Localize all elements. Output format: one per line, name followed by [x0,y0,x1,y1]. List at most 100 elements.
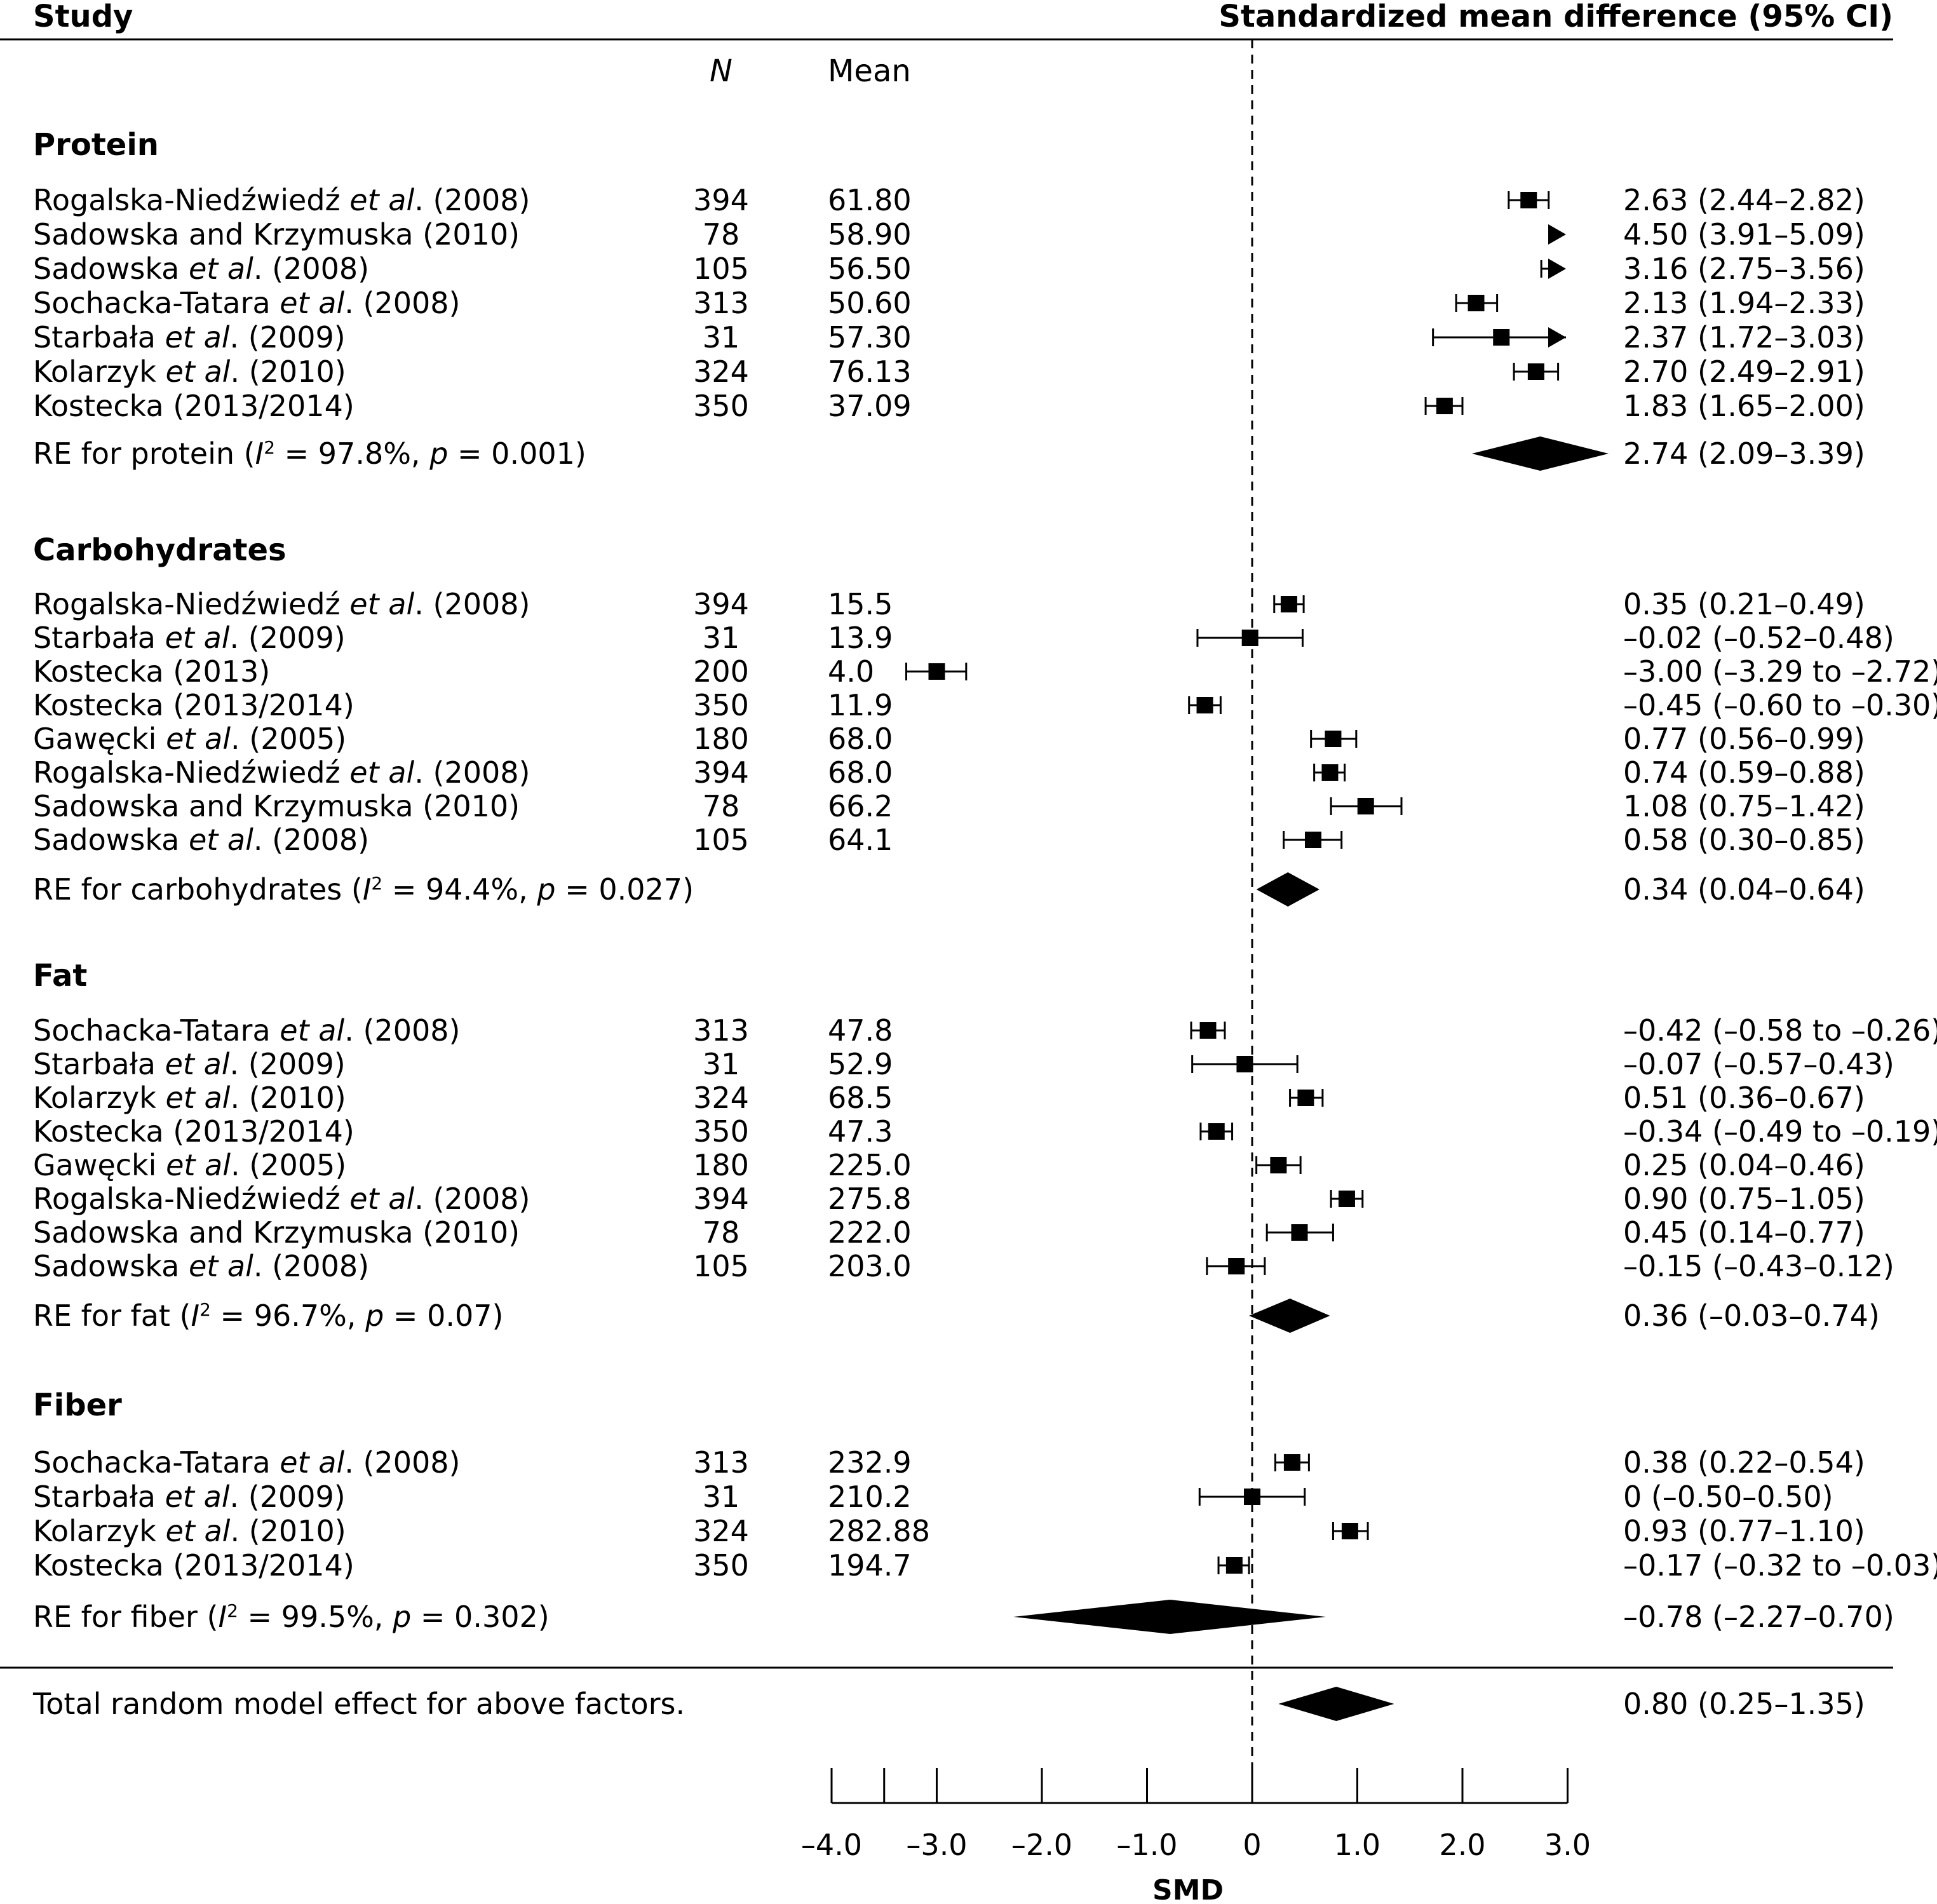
study-ci-text: –0.07 (–0.57–0.43) [1623,1047,1894,1081]
study-point [1196,697,1213,713]
study-ci-text: 2.70 (2.49–2.91) [1623,354,1865,389]
study-mean: 61.80 [828,183,912,217]
study-point [1321,764,1339,781]
study-point [1291,1224,1308,1241]
group-title: Fiber [33,1387,122,1423]
study-ci-text: 1.83 (1.65–2.00) [1623,389,1865,423]
study-n: 78 [703,789,740,823]
study-label: Starbała et al. (2009) [33,621,346,655]
study-mean: 222.0 [828,1215,912,1250]
study-mean: 76.13 [828,354,912,389]
study-n: 31 [703,621,740,655]
study-mean: 210.2 [828,1480,912,1514]
study-label: Starbała et al. (2009) [33,320,346,354]
x-tick-label: –3.0 [906,1828,967,1862]
pooled-label: RE for fat (I2 = 96.7%, p = 0.07) [33,1299,503,1333]
group-title: Protein [33,127,159,163]
study-n: 180 [693,1148,749,1182]
study-point [1280,596,1297,612]
study-label: Sochacka-Tatara et al. (2008) [33,286,460,320]
pooled-ci-text: –0.78 (–2.27–0.70) [1623,1600,1894,1634]
study-point [1341,1523,1358,1539]
mean-column-header: Mean [828,53,911,89]
study-mean: 50.60 [828,286,912,320]
study-ci-text: –0.45 (–0.60 to –0.30) [1623,688,1937,722]
study-ci-text: –0.34 (–0.49 to –0.19) [1623,1114,1937,1149]
study-n: 31 [703,1480,740,1514]
study-point [1283,1454,1300,1471]
forest-marks [905,39,1609,1804]
study-label: Kostecka (2013/2014) [33,1548,354,1583]
study-label: Sadowska and Krzymuska (2010) [33,217,520,252]
x-tick-label: –4.0 [801,1828,862,1862]
study-ci-text: –0.42 (–0.58 to –0.26) [1623,1013,1937,1048]
study-mean: 64.1 [828,823,893,857]
study-n: 105 [693,252,749,286]
study-mean: 203.0 [828,1249,912,1283]
study-point [1527,363,1544,380]
study-mean: 37.09 [828,389,912,423]
study-point [1304,832,1321,848]
pooled-diamond [1013,1600,1326,1634]
study-label: Kolarzyk et al. (2010) [33,1514,346,1548]
study-n: 350 [693,389,749,423]
study-mean: 58.90 [828,217,912,252]
study-label: Sadowska and Krzymuska (2010) [33,1215,520,1250]
study-label: Kolarzyk et al. (2010) [33,1081,346,1115]
study-point [1270,1157,1287,1173]
study-n: 78 [703,217,740,252]
study-mean: 15.5 [828,587,893,621]
study-point [1236,1056,1253,1072]
study-ci-text: 4.50 (3.91–5.09) [1623,217,1865,252]
study-label: Starbała et al. (2009) [33,1480,346,1514]
study-label: Sochacka-Tatara et al. (2008) [33,1445,460,1480]
x-tick-label: 1.0 [1334,1828,1380,1862]
study-mean: 47.8 [828,1013,893,1048]
study-mean: 4.0 [828,654,874,689]
study-mean: 57.30 [828,320,912,354]
pooled-label: RE for carbohydrates (I2 = 94.4%, p = 0.… [33,872,694,907]
forest-rows: Protein Rogalska-Niedźwiedź et al. (2008)… [0,127,1937,1721]
study-ci-text: 0.77 (0.56–0.99) [1623,722,1865,756]
study-point [1357,798,1374,814]
study-point [1228,1258,1245,1274]
study-n: 313 [693,1445,749,1480]
study-label: Kolarzyk et al. (2010) [33,354,346,389]
total-ci-text: 0.80 (0.25–1.35) [1623,1687,1865,1721]
study-mean: 68.0 [828,755,893,790]
x-tick-label: 2.0 [1439,1828,1485,1862]
study-offscale-arrow [1548,224,1566,245]
study-n: 324 [693,1081,749,1115]
study-point [1520,192,1537,208]
study-point [1225,1557,1243,1574]
study-n: 105 [693,1249,749,1283]
x-tick-label: –1.0 [1116,1828,1177,1862]
study-ci-text: 0.25 (0.04–0.46) [1623,1148,1865,1182]
study-ci-text: 1.08 (0.75–1.42) [1623,789,1865,823]
pooled-ci-text: 2.74 (2.09–3.39) [1623,436,1865,471]
x-tick-label: –2.0 [1011,1828,1072,1862]
study-label: Rogalska-Niedźwiedź et al. (2008) [33,1182,530,1216]
study-ci-text: 0.51 (0.36–0.67) [1623,1081,1865,1115]
study-mean: 52.9 [828,1047,893,1081]
study-n: 350 [693,1114,749,1149]
study-n: 394 [693,755,749,790]
study-label: Sadowska and Krzymuska (2010) [33,789,520,823]
study-ci-text: 3.16 (2.75–3.56) [1623,252,1865,286]
study-ci-text: 0.45 (0.14–0.77) [1623,1215,1865,1250]
study-label: Sochacka-Tatara et al. (2008) [33,1013,460,1048]
study-label: Kostecka (2013/2014) [33,688,354,722]
study-n: 31 [703,320,740,354]
study-point [1297,1090,1314,1106]
pooled-label: RE for protein (I2 = 97.8%, p = 0.001) [33,436,586,471]
study-point [1338,1191,1355,1207]
study-n: 324 [693,1514,749,1548]
study-mean: 275.8 [828,1182,912,1216]
study-n: 180 [693,722,749,756]
study-ci-text: 0.93 (0.77–1.10) [1623,1514,1865,1548]
study-point [928,663,945,680]
study-label: Sadowska et al. (2008) [33,252,369,286]
study-n: 200 [693,654,749,689]
study-ci-text: 0.90 (0.75–1.05) [1623,1182,1865,1216]
study-point [1199,1022,1217,1039]
